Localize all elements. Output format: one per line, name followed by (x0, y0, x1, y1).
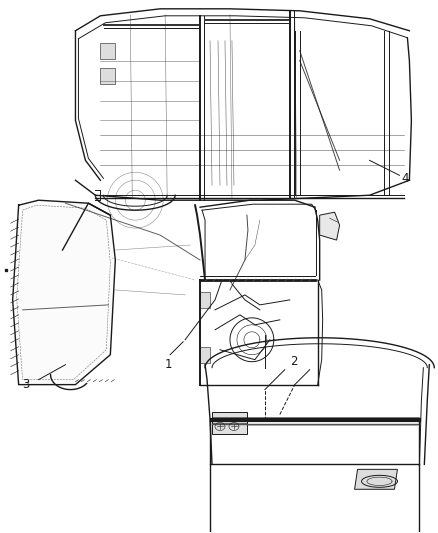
Polygon shape (200, 347, 210, 362)
Polygon shape (355, 470, 397, 489)
Polygon shape (13, 200, 115, 385)
Polygon shape (200, 292, 210, 308)
Polygon shape (100, 68, 115, 84)
Text: 1: 1 (165, 358, 173, 371)
Text: 3: 3 (23, 378, 30, 391)
Text: 4: 4 (401, 172, 409, 185)
Polygon shape (212, 411, 247, 434)
Polygon shape (100, 43, 115, 59)
Polygon shape (320, 212, 339, 240)
Text: 2: 2 (290, 355, 297, 368)
